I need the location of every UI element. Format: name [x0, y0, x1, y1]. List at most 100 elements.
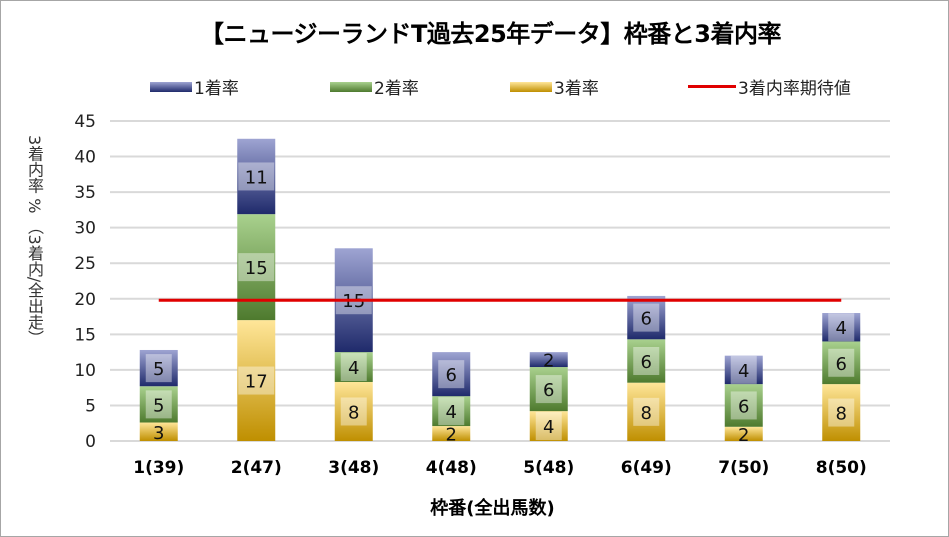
data-label: 11: [245, 167, 268, 188]
data-label-background: [145, 354, 172, 383]
data-label: 2: [543, 351, 554, 372]
data-label-background: [340, 397, 367, 426]
data-label: 8: [641, 403, 652, 424]
bar-segment: [432, 396, 471, 427]
bar-segment: [724, 384, 763, 427]
data-label-background: [438, 360, 465, 389]
y-tick-label: 35: [74, 183, 96, 203]
data-label: 4: [348, 358, 359, 379]
bar-segment: [139, 422, 178, 441]
y-tick-label: 5: [85, 396, 96, 416]
data-label: 17: [245, 372, 268, 393]
bar-segment: [822, 341, 861, 385]
bar-segment: [529, 352, 568, 368]
data-label: 6: [446, 365, 457, 386]
legend-item-1st: 1着率: [150, 74, 239, 99]
legend-swatch-expected: [688, 85, 736, 88]
legend-label-expected: 3着内率期待値: [738, 79, 851, 99]
y-tick-label: 0: [85, 432, 96, 452]
data-label-background: [730, 355, 757, 384]
bar-segment: [237, 214, 276, 321]
data-label-background: [238, 366, 275, 395]
x-tick-label: 7(50): [718, 458, 769, 478]
bars: 3551715118415246462866264864: [139, 138, 861, 446]
data-label: 6: [836, 354, 847, 375]
data-label: 5: [153, 359, 164, 380]
bar-segment: [432, 352, 471, 397]
x-tick-labels: 1(39) 2(47) 3(48) 4(48) 5(48) 6(49) 7(50) 8(50): [133, 458, 867, 478]
bar-segment: [139, 349, 178, 387]
y-tick-label: 30: [74, 219, 96, 239]
legend-label-3rd: 3着率: [554, 79, 599, 99]
bar-segment: [822, 384, 861, 441]
data-label: 4: [446, 402, 457, 423]
data-label-background: [633, 347, 660, 375]
legend-item-expected: 3着内率期待値: [688, 74, 851, 99]
data-label: 6: [543, 380, 554, 401]
data-label: 5: [153, 395, 164, 416]
y-axis-label: 3着内率 % （3着内/全出走）: [25, 135, 44, 347]
bar-segment: [529, 411, 568, 441]
data-label: 4: [738, 361, 749, 382]
data-label: 2: [738, 425, 749, 446]
y-tick-labels: 0 5 10 15 20 25 30 35 40 45: [74, 112, 96, 452]
bar-segment: [334, 381, 373, 441]
data-label: 6: [738, 396, 749, 417]
x-axis-label: 枠番(全出馬数): [430, 498, 555, 519]
bar-segment: [724, 426, 763, 441]
legend-label-1st: 1着率: [194, 79, 239, 99]
data-label-background: [730, 391, 757, 420]
x-tick-label: 4(48): [426, 458, 477, 478]
data-label-background: [238, 162, 275, 191]
data-label-background: [145, 390, 172, 419]
legend-swatch-1st: [150, 81, 192, 92]
data-label-background: [535, 375, 562, 404]
data-label: 6: [641, 309, 652, 330]
y-tick-label: 20: [74, 290, 96, 310]
gridlines: [110, 120, 890, 442]
data-label-background: [633, 303, 660, 332]
legend: 1着率 2着率 3着率 3着内率期待値: [0, 74, 949, 99]
data-label-background: [633, 397, 660, 426]
data-label: 3: [153, 423, 164, 444]
y-tick-label: 10: [74, 361, 96, 381]
x-tick-label: 2(47): [231, 458, 282, 478]
bar-segment: [334, 352, 373, 382]
bar-segment: [627, 339, 666, 383]
data-label-background: [340, 353, 367, 382]
data-label: 4: [836, 318, 847, 339]
bar-segment: [724, 355, 763, 385]
bar-segment: [237, 138, 276, 215]
data-label: 2: [446, 425, 457, 446]
data-label: 8: [836, 404, 847, 425]
legend-swatch-2nd: [330, 81, 372, 92]
x-tick-label: 8(50): [816, 458, 867, 478]
data-label-background: [828, 398, 855, 427]
bar-segment: [627, 295, 666, 340]
bar-segment: [529, 367, 568, 412]
data-label-background: [238, 253, 275, 282]
y-tick-label: 40: [74, 148, 96, 168]
data-label-background: [828, 313, 855, 342]
y-tick-label: 15: [74, 325, 96, 345]
y-tick-label: 25: [74, 254, 96, 274]
x-tick-label: 1(39): [133, 458, 184, 478]
bar-segment: [822, 313, 861, 342]
data-label: 6: [641, 352, 652, 373]
data-label: 15: [245, 258, 268, 279]
data-label-background: [438, 397, 465, 426]
data-label: 8: [348, 402, 359, 423]
x-tick-label: 6(49): [621, 458, 672, 478]
legend-label-2nd: 2着率: [374, 79, 419, 99]
chart-title: 【ニュージーランドT過去25年データ】枠番と3着内率: [200, 20, 782, 48]
legend-item-3rd: 3着率: [510, 74, 599, 99]
legend-item-2nd: 2着率: [330, 74, 419, 99]
legend-swatch-3rd: [510, 81, 552, 92]
bar-segment: [627, 382, 666, 441]
data-label: 4: [543, 417, 554, 438]
data-label-background: [828, 348, 855, 377]
bar-segment: [432, 426, 471, 441]
y-tick-label: 45: [74, 112, 96, 132]
bar-segment: [237, 320, 276, 441]
